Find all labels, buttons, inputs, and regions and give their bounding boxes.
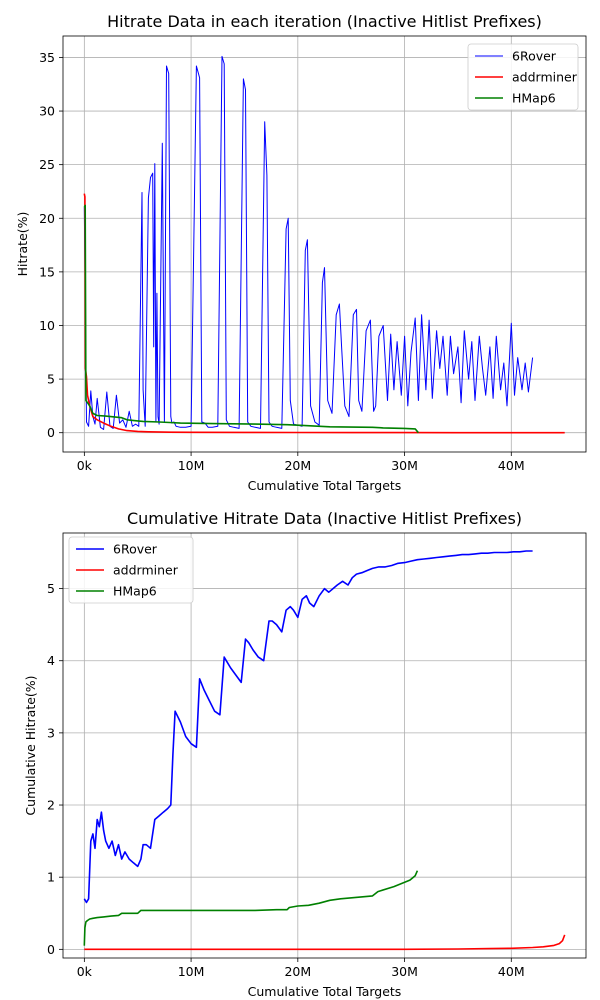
- y-tick-label-1: 1: [47, 870, 55, 885]
- x-axis-label: Cumulative Total Targets: [248, 478, 402, 493]
- chart-title: Cumulative Hitrate Data (Inactive Hitlis…: [127, 509, 522, 528]
- x-tick-label-4: 40M: [498, 458, 525, 473]
- legend-label-hmap6: HMap6: [512, 91, 556, 106]
- legend-label-hmap6: HMap6: [113, 584, 157, 599]
- x-tick-label-4: 40M: [498, 964, 525, 979]
- legend-label-6rover: 6Rover: [113, 542, 158, 557]
- x-tick-label-3: 30M: [391, 458, 418, 473]
- x-tick-label-2: 20M: [284, 458, 311, 473]
- x-tick-label-3: 30M: [391, 964, 418, 979]
- y-tick-label-7: 35: [39, 50, 55, 65]
- series-line-6rover: [83, 550, 533, 904]
- legend-box: [68, 536, 194, 604]
- y-tick-label-4: 20: [39, 211, 55, 226]
- series-line-hmap6: [83, 870, 419, 946]
- y-axis-label: Hitrate(%): [15, 212, 30, 277]
- x-tick-label-2: 20M: [284, 964, 311, 979]
- y-tick-label-4: 4: [47, 653, 55, 668]
- y-tick-label-1: 5: [47, 372, 55, 387]
- series-line-6rover: [83, 55, 534, 430]
- series-line-addrminer: [84, 934, 566, 951]
- y-tick-label-0: 0: [47, 425, 55, 440]
- chart-title: Hitrate Data in each iteration (Inactive…: [107, 12, 542, 31]
- y-tick-label-2: 10: [39, 318, 55, 333]
- y-tick-label-0: 0: [47, 942, 55, 957]
- x-tick-label-1: 10M: [178, 964, 205, 979]
- cumulative-hitrate-chart: 0k 10M 20M 30M 40M 0 1 2 3 4 5 Cumulative Hitrate D…: [23, 509, 587, 999]
- y-tick-label-3: 3: [47, 725, 55, 740]
- x-axis-label: Cumulative Total Targets: [248, 984, 402, 999]
- series-line-hmap6: [83, 204, 420, 434]
- series-line-addrminer: [83, 193, 565, 434]
- y-tick-label-5: 25: [39, 157, 55, 172]
- y-tick-label-5: 5: [47, 581, 55, 596]
- legend-label-6rover: 6Rover: [512, 49, 557, 64]
- legend-label-addrminer: addrminer: [113, 563, 179, 578]
- y-tick-label-2: 2: [47, 798, 55, 813]
- y-axis-label: Cumulative Hitrate(%): [23, 675, 38, 815]
- legend-label-addrminer: addrminer: [512, 70, 578, 85]
- plot-frame: [62, 35, 587, 453]
- y-tick-label-3: 15: [39, 264, 55, 279]
- x-tick-label-0: 0k: [77, 458, 93, 473]
- y-tick-label-6: 30: [39, 104, 55, 119]
- legend: 6Rover addrminer HMap6: [467, 43, 579, 111]
- legend: 6Rover addrminer HMap6: [68, 536, 194, 604]
- x-tick-label-1: 10M: [178, 458, 205, 473]
- plot-frame: [62, 532, 587, 959]
- legend-box: [467, 43, 579, 111]
- hitrate-per-iteration-chart: 0k 10M 20M 30M 40M 0 5 10 15 20 25 30 35 Hitrate Data…: [15, 12, 587, 493]
- x-tick-label-0: 0k: [77, 964, 93, 979]
